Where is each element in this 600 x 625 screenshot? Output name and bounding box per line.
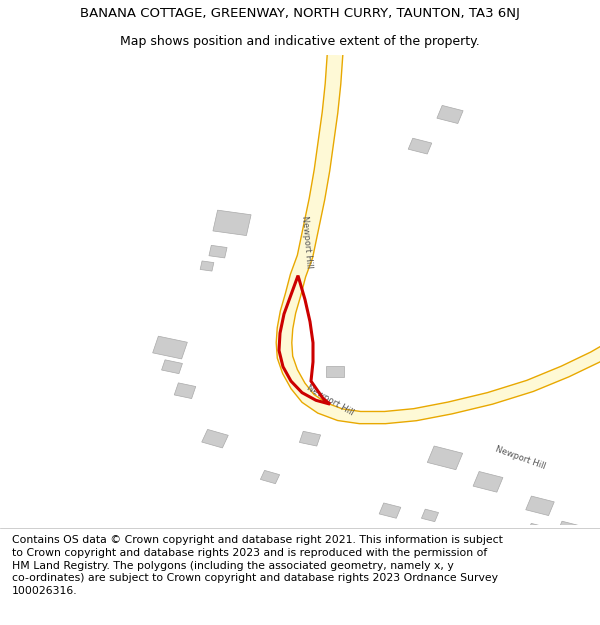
Bar [299, 431, 320, 446]
Text: BANANA COTTAGE, GREENWAY, NORTH CURRY, TAUNTON, TA3 6NJ: BANANA COTTAGE, GREENWAY, NORTH CURRY, T… [80, 8, 520, 20]
Bar [408, 138, 432, 154]
Bar [209, 246, 227, 258]
Bar [379, 503, 401, 518]
Bar [473, 471, 503, 492]
Bar [421, 509, 439, 522]
Bar [437, 106, 463, 124]
Bar [174, 383, 196, 399]
Bar [427, 446, 463, 470]
Text: Map shows position and indicative extent of the property.: Map shows position and indicative extent… [120, 35, 480, 48]
Bar [526, 496, 554, 516]
Bar [326, 366, 344, 378]
Bar [202, 429, 228, 448]
Bar [161, 360, 182, 374]
Bar [200, 261, 214, 271]
Text: Contains OS data © Crown copyright and database right 2021. This information is : Contains OS data © Crown copyright and d… [12, 535, 503, 596]
Text: Newport Hill: Newport Hill [305, 383, 355, 418]
Bar [557, 521, 583, 538]
Bar [152, 336, 187, 359]
Bar [260, 471, 280, 484]
Text: Newport Hill: Newport Hill [494, 444, 547, 471]
Bar [526, 523, 554, 542]
Text: Newport Hill: Newport Hill [300, 215, 314, 269]
Polygon shape [276, 54, 600, 424]
Bar [213, 210, 251, 236]
